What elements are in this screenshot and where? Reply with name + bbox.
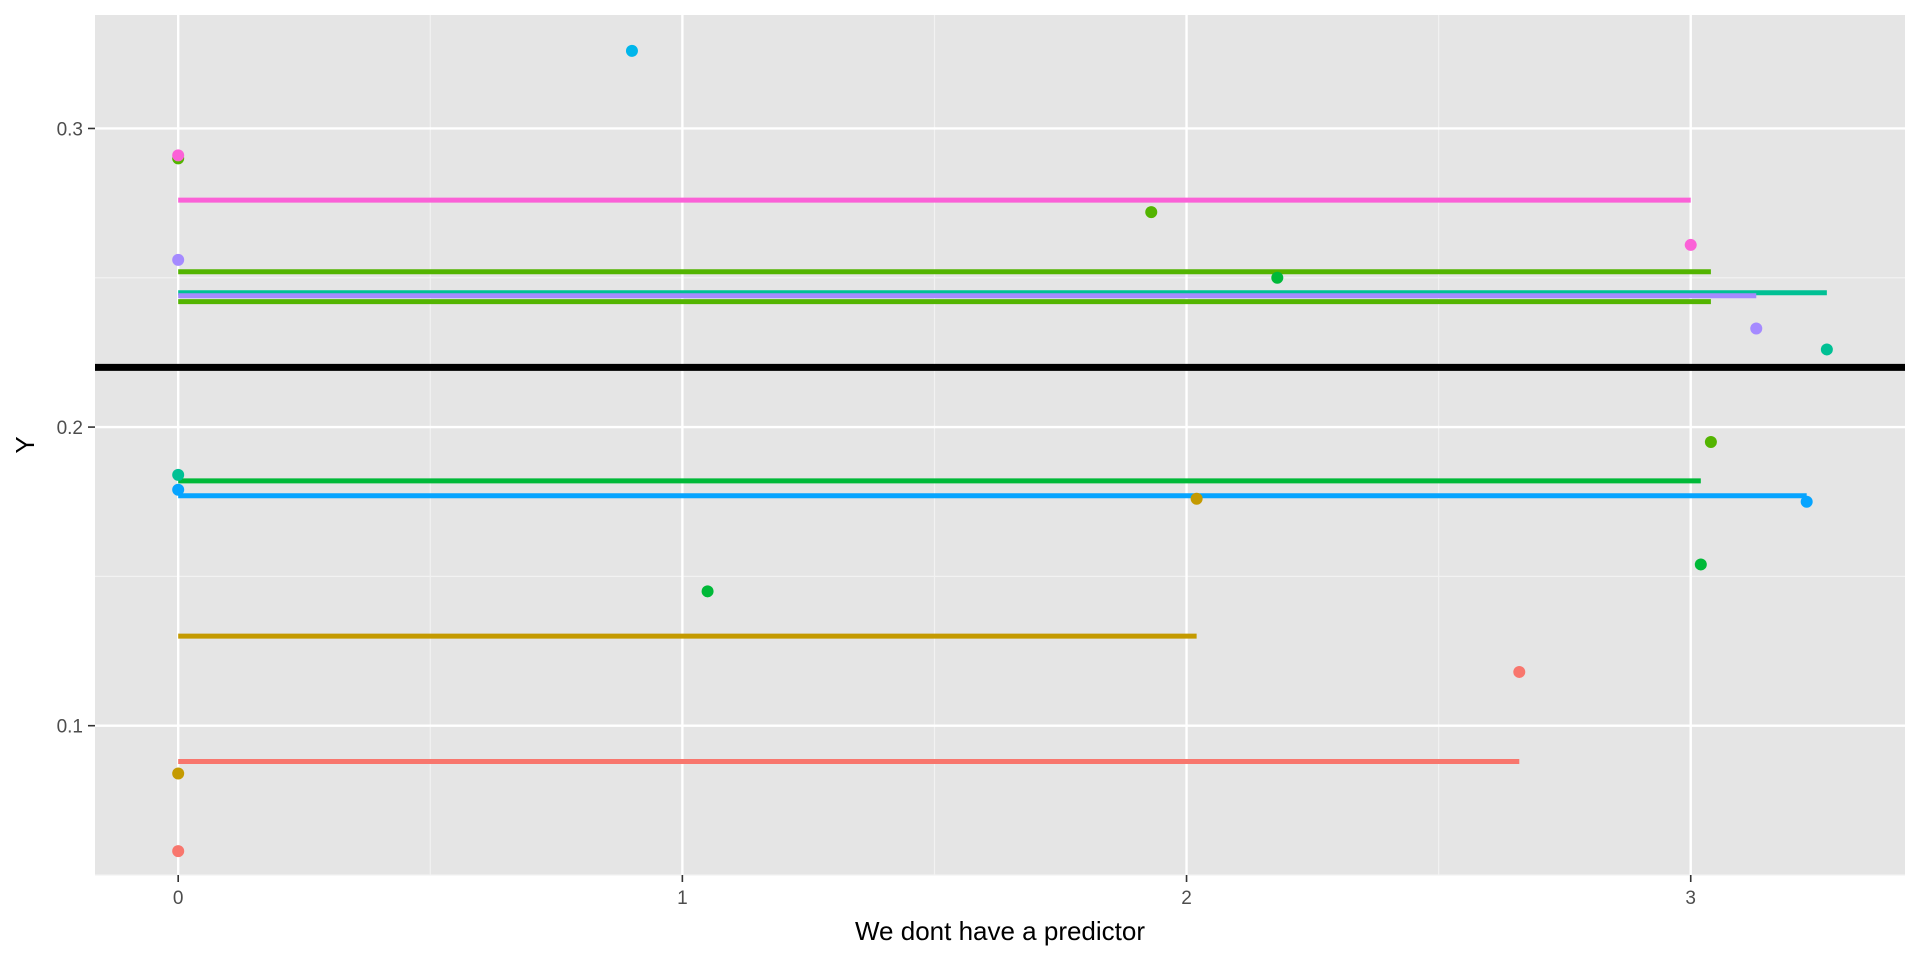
y-axis-ticks: 0.1 0.2 0.3	[57, 119, 95, 738]
x-axis-ticks: 0 1 2 3	[173, 875, 1696, 909]
group-mean-segments	[178, 197, 1827, 765]
x-tick-label: 3	[1685, 888, 1696, 909]
x-tick-label: 1	[677, 888, 688, 909]
data-point-2-1	[172, 767, 185, 780]
data-point-4-2	[1694, 558, 1707, 571]
minor-gridlines	[95, 15, 1905, 876]
y-tick-label: 0.2	[57, 418, 83, 439]
y-tick-label: 0.3	[57, 119, 83, 140]
data-point-5-1	[172, 468, 185, 481]
data-point-5-2	[1820, 343, 1833, 356]
data-point-8-1	[172, 253, 185, 266]
panel-background	[95, 15, 1905, 875]
y-axis-title: Y	[10, 436, 40, 453]
data-point-7-2	[1800, 495, 1813, 508]
data-points	[172, 44, 1833, 858]
data-point-1-2	[1513, 665, 1526, 678]
data-point-7-1	[172, 483, 185, 496]
data-point-8-2	[1750, 322, 1763, 335]
data-point-10-1	[1145, 206, 1158, 219]
data-point-9-1	[172, 149, 185, 162]
data-point-4-3	[1271, 271, 1284, 284]
data-point-4-1	[701, 585, 714, 598]
data-point-1-1	[172, 845, 185, 858]
x-tick-label: 2	[1181, 888, 1192, 909]
x-tick-label: 0	[173, 888, 184, 909]
data-point-3-2	[1704, 436, 1717, 449]
x-axis-title: We dont have a predictor	[855, 916, 1145, 946]
data-point-2-2	[1190, 492, 1203, 505]
data-point-6-1	[625, 44, 638, 57]
y-tick-label: 0.1	[57, 717, 83, 738]
data-point-9-2	[1684, 238, 1697, 251]
